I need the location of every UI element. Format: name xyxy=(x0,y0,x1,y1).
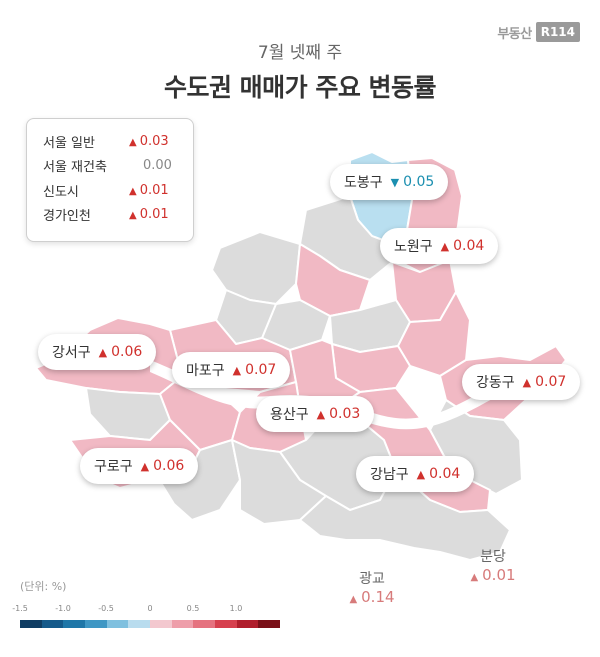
scale-swatch xyxy=(236,620,259,628)
unit-label: (단위: %) xyxy=(20,580,67,593)
scale-swatch xyxy=(41,620,64,628)
up-triangle-icon: ▲ xyxy=(470,572,479,583)
summary-value: 0.00 xyxy=(143,158,172,174)
brand-logo: 부동산 R114 xyxy=(497,22,580,42)
outside-label-bundang: 분당 ▲ 0.01 xyxy=(470,549,516,584)
scale-tick: 0.5 xyxy=(186,604,200,613)
page-subtitle: 7월 넷째 주 xyxy=(257,43,343,63)
up-triangle-icon: ▲ xyxy=(129,136,137,148)
scale-swatch xyxy=(85,620,107,628)
han-river xyxy=(150,360,536,430)
up-triangle-icon: ▲ xyxy=(129,185,137,197)
color-scale: -1.5 -1.0 -0.5 0 0.5 1.0 xyxy=(12,604,281,628)
district-label-mapo: 마포구 ▲ 0.07 xyxy=(172,352,291,388)
scale-swatch xyxy=(20,620,42,628)
scale-tick: -1.0 xyxy=(55,604,71,613)
summary-name: 신도시 xyxy=(43,184,79,200)
page-title: 수도권 매매가 주요 변동률 xyxy=(163,73,437,102)
summary-name: 서울 일반 xyxy=(43,135,95,151)
up-triangle-icon: ▲ xyxy=(316,407,326,421)
summary-value: ▲ 0.01 xyxy=(129,182,169,198)
scale-swatch xyxy=(215,620,237,628)
scale-swatch xyxy=(106,620,129,628)
scale-swatch xyxy=(193,620,216,628)
up-triangle-icon: ▲ xyxy=(129,210,137,222)
summary-row: 신도시 ▲ 0.01 xyxy=(27,178,193,203)
scale-tick: 1.0 xyxy=(229,604,243,613)
map-region-south-outer xyxy=(299,469,511,561)
summary-value: ▲ 0.01 xyxy=(129,207,169,223)
summary-row: 경가인천 ▲ 0.01 xyxy=(27,203,193,228)
scale-swatch xyxy=(171,620,194,628)
brand-text: 부동산 xyxy=(497,26,532,42)
up-triangle-icon: ▲ xyxy=(232,363,242,377)
up-triangle-icon: ▲ xyxy=(522,375,532,389)
brand-mark: R114 xyxy=(535,22,580,42)
district-label-yongsan: 용산구 ▲ 0.03 xyxy=(256,396,375,432)
summary-row: 서울 재건축 0.00 xyxy=(27,154,193,179)
district-label-dobong: 도봉구 ▼ 0.05 xyxy=(330,164,449,200)
scale-swatch xyxy=(63,620,86,628)
scale-bar xyxy=(20,620,281,628)
summary-value: ▲ 0.03 xyxy=(129,133,169,149)
district-label-gangnam: 강남구 ▲ 0.04 xyxy=(356,456,475,492)
scale-swatch xyxy=(258,620,281,628)
summary-box: 서울 일반 ▲ 0.03 서울 재건축 0.00 신도시 ▲ 0.01 경가인천 ▲… xyxy=(26,118,194,242)
summary-row: 서울 일반 ▲ 0.03 xyxy=(27,129,193,154)
up-triangle-icon: ▲ xyxy=(416,467,426,481)
up-triangle-icon: ▲ xyxy=(98,345,108,359)
scale-ticks: -1.5 -1.0 -0.5 0 0.5 1.0 xyxy=(12,604,280,616)
scale-swatch xyxy=(128,620,151,628)
up-triangle-icon: ▲ xyxy=(349,594,358,605)
outside-label-gwanggyo: 광교 ▲ 0.14 xyxy=(349,571,395,606)
summary-name: 서울 재건축 xyxy=(43,160,107,176)
district-label-gangseo: 강서구 ▲ 0.06 xyxy=(38,334,157,370)
up-triangle-icon: ▲ xyxy=(440,239,450,253)
scale-tick: 0 xyxy=(147,604,153,613)
summary-name: 경가인천 xyxy=(43,209,91,225)
district-label-guro: 구로구 ▲ 0.06 xyxy=(80,448,199,484)
scale-tick: -0.5 xyxy=(98,604,114,613)
district-label-gangdong: 강동구 ▲ 0.07 xyxy=(462,364,581,400)
scale-swatch xyxy=(150,620,172,628)
down-triangle-icon: ▼ xyxy=(390,175,400,189)
scale-tick: -1.5 xyxy=(12,604,28,613)
district-label-nowon: 노원구 ▲ 0.04 xyxy=(380,228,499,264)
up-triangle-icon: ▲ xyxy=(140,459,150,473)
